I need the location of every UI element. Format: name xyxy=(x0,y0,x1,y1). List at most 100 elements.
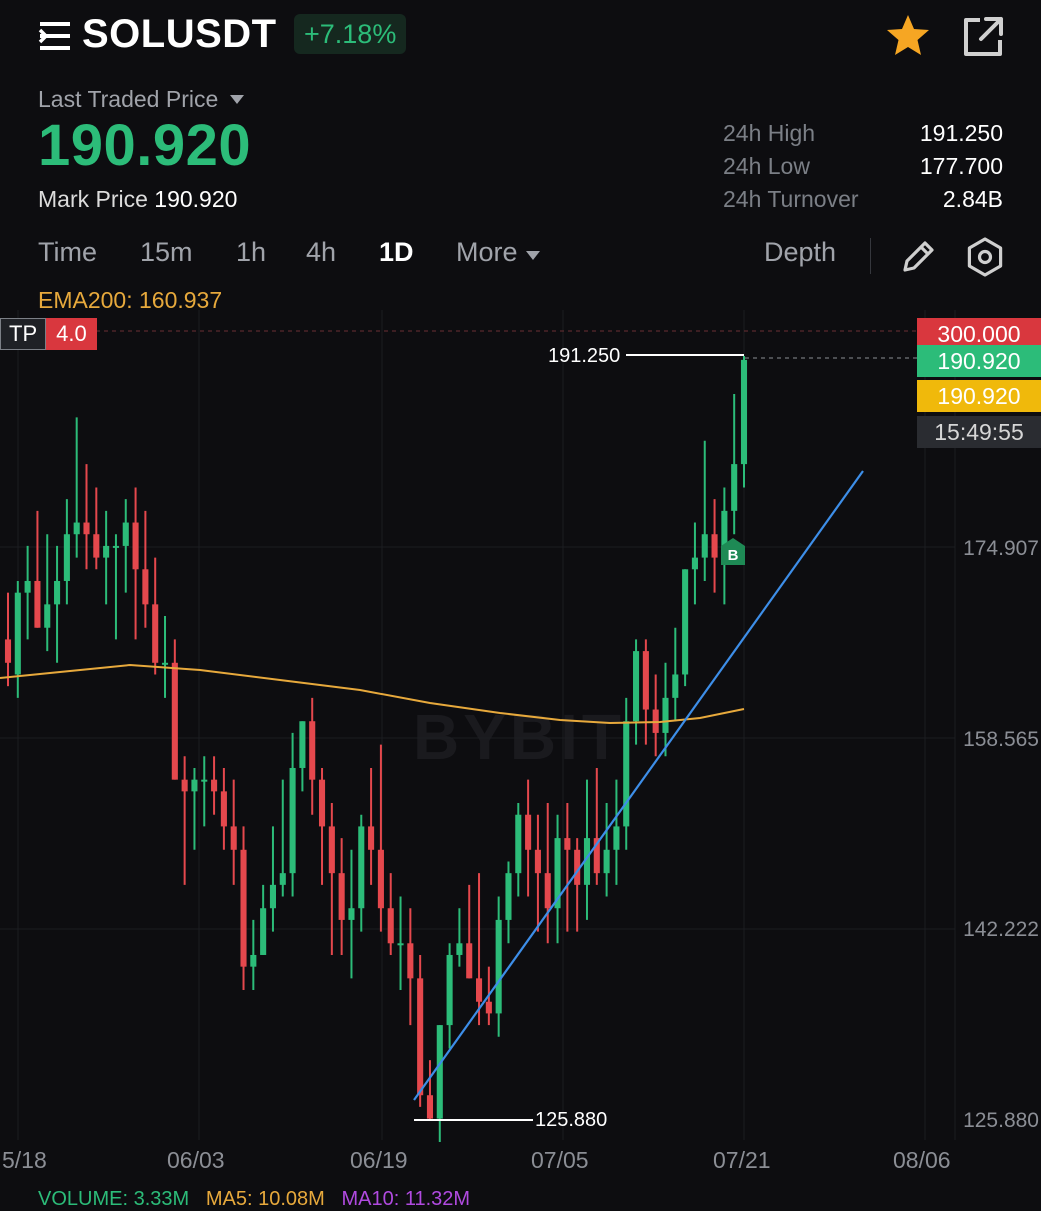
candle-body xyxy=(554,838,561,909)
favorite-star-icon[interactable] xyxy=(884,12,932,58)
candle-body xyxy=(328,826,335,874)
x-axis-tick: 07/05 xyxy=(531,1147,589,1173)
candle-body xyxy=(348,908,355,920)
candle-body xyxy=(417,978,424,1096)
price-type-label[interactable]: Last Traded Price xyxy=(38,86,219,112)
candle-body xyxy=(250,954,257,967)
candle-body xyxy=(534,849,541,874)
candle-body xyxy=(34,580,41,628)
tab-1h[interactable]: 1h xyxy=(236,237,267,267)
candle-body xyxy=(407,943,414,979)
settings-icon[interactable] xyxy=(964,236,1006,278)
trend-line xyxy=(413,470,864,1101)
candle-body xyxy=(358,826,365,909)
candle-body xyxy=(338,873,345,920)
candle-body xyxy=(318,779,326,827)
tab-time[interactable]: Time xyxy=(38,237,97,267)
candle-body xyxy=(682,569,689,675)
candle-body xyxy=(564,838,571,850)
candle-body xyxy=(740,359,748,465)
menu-icon[interactable] xyxy=(38,21,72,51)
stat-label-24h-high: 24h High xyxy=(723,120,816,146)
candle-body xyxy=(54,580,61,605)
y-axis-tick: 158.565 xyxy=(963,728,1039,751)
x-axis-tick: 06/03 xyxy=(167,1147,225,1173)
mark-price-value: 190.920 xyxy=(154,186,238,212)
symbol-title[interactable]: SOLUSDT xyxy=(82,12,277,56)
tab-more[interactable]: More xyxy=(456,237,518,267)
candle-body xyxy=(485,1001,492,1014)
ema-indicator-label: EMA200: 160.937 xyxy=(38,287,223,313)
take-profit-tag[interactable]: TP 4.0 xyxy=(0,318,97,350)
candle-body xyxy=(525,814,532,850)
candle-body xyxy=(14,592,21,675)
candle-body xyxy=(515,814,522,874)
stat-value-24h-high: 191.250 xyxy=(919,120,1003,146)
mark-price-tag: 190.920 xyxy=(917,380,1041,412)
candle-body xyxy=(446,954,453,1026)
candle-body xyxy=(397,943,404,946)
candle-body xyxy=(269,884,277,909)
share-icon[interactable] xyxy=(960,14,1006,60)
candle-body xyxy=(574,849,581,885)
stat-label-24h-low: 24h Low xyxy=(723,153,810,179)
candle-body xyxy=(63,534,70,581)
ema200-line xyxy=(0,663,745,725)
stat-label-24h-turnover: 24h Turnover xyxy=(723,186,859,212)
buy-marker-shape xyxy=(721,538,745,565)
candle-countdown-tag: 15:49:55 xyxy=(917,416,1041,448)
candle-body xyxy=(181,779,188,792)
tp-price-tag: 300.000 xyxy=(917,318,1041,350)
candle-body xyxy=(721,510,728,558)
buy-marker-label: B xyxy=(728,547,739,564)
tab-15m[interactable]: 15m xyxy=(140,237,193,267)
candle-body xyxy=(593,838,600,874)
x-axis-tick: 08/06 xyxy=(893,1147,951,1173)
candle-body xyxy=(495,919,502,1014)
stat-value-24h-turnover: 2.84B xyxy=(942,186,1003,212)
candle-body xyxy=(211,779,218,792)
candle-body xyxy=(220,791,227,827)
x-axis-tick: 07/21 xyxy=(713,1147,771,1173)
candle-body xyxy=(44,604,51,628)
candle-body xyxy=(309,721,316,780)
y-axis-tick: 125.880 xyxy=(963,1109,1039,1132)
candle-body xyxy=(191,779,198,792)
candle-body xyxy=(83,522,90,535)
more-caret-icon[interactable] xyxy=(526,251,540,261)
caret-down-icon[interactable] xyxy=(230,95,244,105)
candle-body xyxy=(4,639,12,663)
candle-body xyxy=(73,522,80,535)
candle-body xyxy=(161,662,169,665)
candle-body xyxy=(505,873,512,920)
pencil-icon[interactable] xyxy=(899,238,937,276)
tab-depth[interactable]: Depth xyxy=(764,237,837,267)
candle-body xyxy=(24,580,31,593)
candle-body xyxy=(456,943,463,955)
tab-4h[interactable]: 4h xyxy=(306,237,337,267)
candle-body xyxy=(583,838,591,885)
x-axis-tick: 06/19 xyxy=(350,1147,408,1173)
candle-body xyxy=(230,826,237,850)
candle-body xyxy=(613,826,620,850)
candle-body xyxy=(711,534,718,558)
tab-1d[interactable]: 1D xyxy=(379,237,414,267)
stat-value-24h-low: 177.700 xyxy=(919,153,1003,179)
tp-value: 4.0 xyxy=(46,318,97,350)
candle-body xyxy=(368,826,375,850)
candle-body xyxy=(122,522,129,546)
y-axis-tick: 174.907 xyxy=(963,537,1039,560)
candle-body xyxy=(633,651,640,722)
change-percent-badge: +7.18% xyxy=(294,14,407,54)
candle-body xyxy=(279,873,286,885)
high-price-marker: 191.250 xyxy=(548,345,621,367)
candle-body xyxy=(142,569,149,605)
candle-body xyxy=(642,651,649,710)
candle-body xyxy=(112,545,119,548)
candle-body xyxy=(152,604,159,663)
ma5-value: MA5: 10.08M xyxy=(205,1188,325,1210)
candle-body xyxy=(387,908,394,944)
candle-body xyxy=(672,674,679,698)
candle-body xyxy=(701,534,708,558)
